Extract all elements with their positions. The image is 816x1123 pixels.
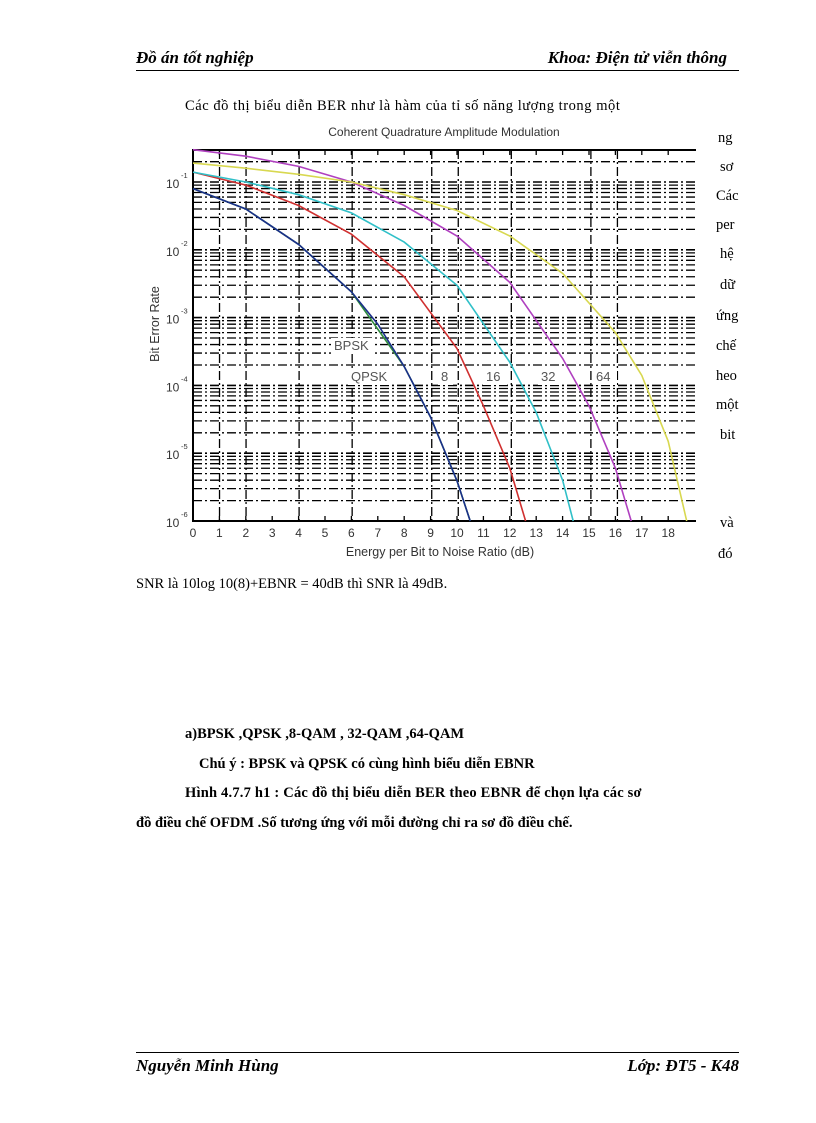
text-fragment: hệ	[720, 246, 734, 262]
svg-text:11: 11	[477, 526, 490, 540]
svg-text:-2: -2	[181, 239, 188, 248]
svg-text:14: 14	[556, 526, 570, 540]
curve-labels: BPSK QPSK 8 16 32 64	[331, 338, 617, 385]
svg-text:16: 16	[609, 526, 623, 540]
plot-frame	[192, 149, 696, 522]
text-fragment: ứng	[716, 308, 739, 324]
text-fragment: Các	[716, 188, 739, 204]
svg-text:8: 8	[401, 526, 408, 540]
text-fragment: per	[716, 217, 735, 233]
header-thesis-title: Đồ án tốt nghiệp	[136, 48, 254, 67]
footer-class: Lớp: ĐT5 - K48	[627, 1056, 739, 1075]
svg-text:64: 64	[596, 369, 610, 384]
svg-text:13: 13	[530, 526, 544, 540]
svg-text:-5: -5	[181, 442, 188, 451]
intro-paragraph-line: Các đồ thị biểu diễn BER như là hàm của …	[185, 98, 621, 114]
y-tick-labels: 10-110-210-310-410-510-6	[166, 171, 188, 530]
svg-text:4: 4	[295, 526, 302, 540]
chart-grid	[193, 150, 696, 522]
svg-text:10: 10	[166, 313, 180, 327]
svg-text:-4: -4	[181, 374, 188, 383]
page-footer: Nguyễn Minh Hùng Lớp: ĐT5 - K48	[136, 1052, 739, 1077]
ber-curves	[192, 148, 688, 522]
svg-text:16: 16	[486, 369, 500, 384]
svg-text:8: 8	[441, 369, 448, 384]
svg-text:2: 2	[242, 526, 249, 540]
text-fragment: và	[720, 515, 734, 531]
y-axis-label: Bit Error Rate	[148, 286, 162, 362]
svg-text:QPSK: QPSK	[351, 369, 387, 384]
caption-modulation-list: a)BPSK ,QPSK ,8-QAM , 32-QAM ,64-QAM	[185, 726, 465, 742]
svg-text:7: 7	[374, 526, 381, 540]
text-fragment: ng	[718, 130, 733, 146]
svg-text:6: 6	[348, 526, 355, 540]
svg-text:12: 12	[503, 526, 517, 540]
svg-text:9: 9	[427, 526, 434, 540]
svg-text:10: 10	[166, 380, 180, 394]
svg-text:10: 10	[166, 516, 180, 530]
x-axis-label: Energy per Bit to Noise Ratio (dB)	[346, 545, 534, 559]
svg-text:10: 10	[166, 245, 180, 259]
svg-text:BPSK: BPSK	[334, 338, 369, 353]
text-fragment: heo	[716, 368, 737, 384]
figure-caption-line1: Hình 4.7.7 h1 : Các đồ thị biểu diễn BER…	[185, 785, 642, 801]
svg-text:0: 0	[190, 526, 197, 540]
svg-text:15: 15	[582, 526, 596, 540]
text-fragment: đó	[718, 546, 733, 562]
text-fragment: dữ	[720, 277, 736, 293]
ber-chart: Coherent Quadrature Amplitude Modulation…	[148, 125, 696, 559]
svg-text:17: 17	[635, 526, 649, 540]
svg-text:3: 3	[269, 526, 276, 540]
snr-formula-line: SNR là 10log 10(8)+EBNR = 40dB thì SNR l…	[136, 576, 448, 592]
svg-text:1: 1	[216, 526, 223, 540]
svg-text:10: 10	[166, 448, 180, 462]
header-faculty: Khoa: Điện tử viễn thông	[547, 48, 727, 67]
footer-author: Nguyễn Minh Hùng	[136, 1056, 279, 1075]
page-header: Đồ án tốt nghiệp Khoa: Điện tử viễn thôn…	[136, 48, 739, 71]
svg-text:10: 10	[450, 526, 464, 540]
text-fragment: chế	[716, 338, 737, 354]
svg-text:10: 10	[166, 177, 180, 191]
caption-note: Chú ý : BPSK và QPSK có cùng hình biểu d…	[199, 756, 535, 772]
svg-text:18: 18	[662, 526, 676, 540]
figure-caption-line2: đồ điều chế OFDM .Số tương ứng với mỗi đ…	[136, 815, 573, 831]
svg-text:-3: -3	[181, 307, 188, 316]
svg-text:5: 5	[322, 526, 329, 540]
text-fragment: bit	[720, 427, 736, 443]
chart-title: Coherent Quadrature Amplitude Modulation	[328, 125, 559, 139]
svg-text:-6: -6	[181, 510, 188, 519]
text-fragment: một	[716, 397, 739, 413]
svg-text:-1: -1	[181, 171, 188, 180]
svg-text:32: 32	[541, 369, 555, 384]
text-fragment: sơ	[720, 159, 734, 175]
x-tick-labels: 0 1 2 3 4 5 6 7 8 9 10 11 12 13 14 15 16 17 18	[190, 150, 676, 540]
